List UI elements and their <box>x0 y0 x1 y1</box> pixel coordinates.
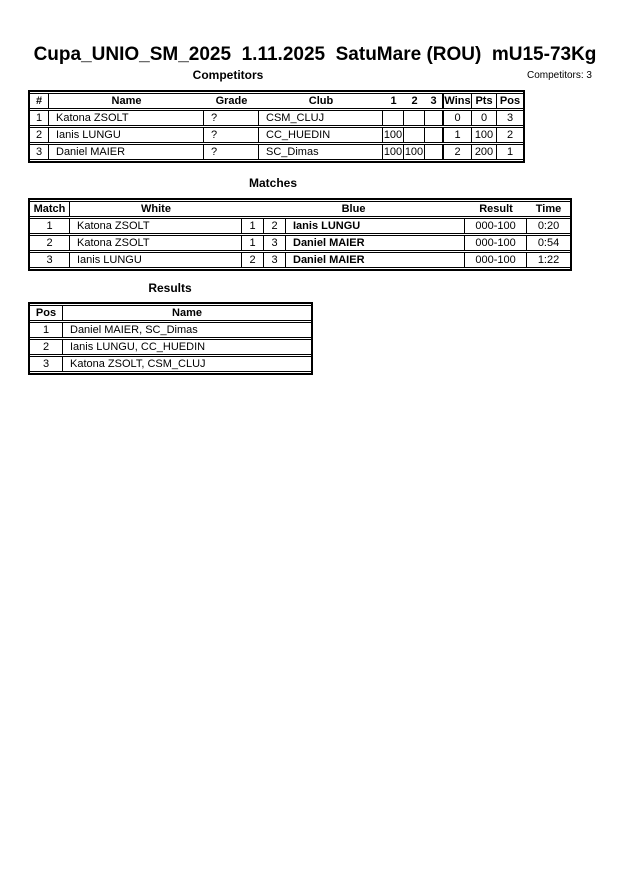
match-number: 3 <box>30 252 70 268</box>
competitor-pts: 100 <box>472 127 497 143</box>
match-time: 1:22 <box>527 252 571 268</box>
result-row: 1 Daniel MAIER, SC_Dimas <box>30 322 311 338</box>
white-competitor-index: 1 <box>242 218 264 234</box>
round-2-score <box>404 110 425 126</box>
round-2-score: 100 <box>404 144 425 160</box>
matches-header-row: Match White Blue Result Time <box>30 201 571 217</box>
competitor-grade: ? <box>204 110 259 126</box>
result-name: Ianis LUNGU, CC_HUEDIN <box>63 339 311 355</box>
competitor-wins: 2 <box>442 144 472 160</box>
competitor-pts: 200 <box>472 144 497 160</box>
results-table: Pos Name 1 Daniel MAIER, SC_Dimas 2 Iani… <box>28 302 313 375</box>
competitor-pos: 1 <box>497 144 523 160</box>
blue-competitor: Daniel MAIER <box>286 252 466 268</box>
white-competitor-index: 2 <box>242 252 264 268</box>
white-competitor: Ianis LUNGU <box>70 252 242 268</box>
col-pts: Pts <box>472 93 497 109</box>
round-1-score: 100 <box>383 144 404 160</box>
result-pos: 2 <box>30 339 63 355</box>
page-title: Cupa_UNIO_SM_2025 1.11.2025 SatuMare (RO… <box>33 44 597 65</box>
blue-competitor: Ianis LUNGU <box>286 218 466 234</box>
result-pos: 1 <box>30 322 63 338</box>
competitor-number: 3 <box>30 144 49 160</box>
match-time: 0:54 <box>527 235 571 251</box>
competitor-club: CC_HUEDIN <box>259 127 383 143</box>
match-row: 1 Katona ZSOLT 1 2 Ianis LUNGU 000-100 0… <box>30 218 571 234</box>
round-3-score <box>425 110 442 126</box>
competitor-club: CSM_CLUJ <box>259 110 383 126</box>
result-name: Katona ZSOLT, CSM_CLUJ <box>63 356 311 372</box>
col-round-2: 2 <box>404 93 425 109</box>
round-2-score <box>404 127 425 143</box>
col-wins: Wins <box>442 93 472 109</box>
result-name: Daniel MAIER, SC_Dimas <box>63 322 311 338</box>
competitors-header-row: # Name Grade Club 1 2 3 Wins Pts Pos <box>30 93 523 109</box>
competitor-name: Daniel MAIER <box>49 144 204 160</box>
match-time: 0:20 <box>527 218 571 234</box>
blue-competitor-index: 3 <box>264 252 286 268</box>
competitor-grade: ? <box>204 144 259 160</box>
round-1-score: 100 <box>383 127 404 143</box>
col-white: White <box>70 201 242 217</box>
col-name: Name <box>63 305 311 321</box>
competitor-name: Katona ZSOLT <box>49 110 204 126</box>
col-round-3: 3 <box>425 93 442 109</box>
match-row: 2 Katona ZSOLT 1 3 Daniel MAIER 000-100 … <box>30 235 571 251</box>
white-competitor-index: 1 <box>242 235 264 251</box>
matches-section-title: Matches <box>248 176 298 190</box>
round-1-score <box>383 110 404 126</box>
competitor-name: Ianis LUNGU <box>49 127 204 143</box>
col-number: # <box>30 93 49 109</box>
competitor-row: 3 Daniel MAIER ? SC_Dimas 100 100 2 200 … <box>30 144 523 160</box>
competitor-wins: 0 <box>442 110 472 126</box>
competitor-pos: 3 <box>497 110 523 126</box>
white-competitor: Katona ZSOLT <box>70 218 242 234</box>
col-grade: Grade <box>204 93 259 109</box>
match-number: 2 <box>30 235 70 251</box>
competitor-club: SC_Dimas <box>259 144 383 160</box>
results-section-title: Results <box>148 281 192 295</box>
competitor-number: 2 <box>30 127 49 143</box>
col-time: Time <box>527 201 571 217</box>
result-row: 3 Katona ZSOLT, CSM_CLUJ <box>30 356 311 372</box>
col-result: Result <box>465 201 528 217</box>
matches-table: Match White Blue Result Time 1 Katona ZS… <box>28 198 572 271</box>
col-name: Name <box>49 93 204 109</box>
col-pos: Pos <box>497 93 523 109</box>
col-round-1: 1 <box>383 93 404 109</box>
round-3-score <box>425 127 442 143</box>
match-result: 000-100 <box>465 235 528 251</box>
match-result: 000-100 <box>465 252 528 268</box>
col-blue: Blue <box>242 201 466 217</box>
blue-competitor-index: 2 <box>264 218 286 234</box>
competitors-section-title: Competitors <box>192 68 264 82</box>
match-number: 1 <box>30 218 70 234</box>
result-pos: 3 <box>30 356 63 372</box>
competitor-pts: 0 <box>472 110 497 126</box>
competitor-grade: ? <box>204 127 259 143</box>
round-3-score <box>425 144 442 160</box>
col-club: Club <box>259 93 383 109</box>
results-header-row: Pos Name <box>30 305 311 321</box>
col-pos: Pos <box>30 305 63 321</box>
blue-competitor: Daniel MAIER <box>286 235 466 251</box>
competitor-pos: 2 <box>497 127 523 143</box>
competitor-wins: 1 <box>442 127 472 143</box>
competitor-number: 1 <box>30 110 49 126</box>
blue-competitor-index: 3 <box>264 235 286 251</box>
competitors-count: Competitors: 3 <box>526 70 592 81</box>
competitors-table: # Name Grade Club 1 2 3 Wins Pts Pos 1 K… <box>28 90 525 163</box>
col-match: Match <box>30 201 70 217</box>
competitor-row: 2 Ianis LUNGU ? CC_HUEDIN 100 1 100 2 <box>30 127 523 143</box>
match-result: 000-100 <box>465 218 528 234</box>
result-row: 2 Ianis LUNGU, CC_HUEDIN <box>30 339 311 355</box>
competitor-row: 1 Katona ZSOLT ? CSM_CLUJ 0 0 3 <box>30 110 523 126</box>
white-competitor: Katona ZSOLT <box>70 235 242 251</box>
match-row: 3 Ianis LUNGU 2 3 Daniel MAIER 000-100 1… <box>30 252 571 268</box>
